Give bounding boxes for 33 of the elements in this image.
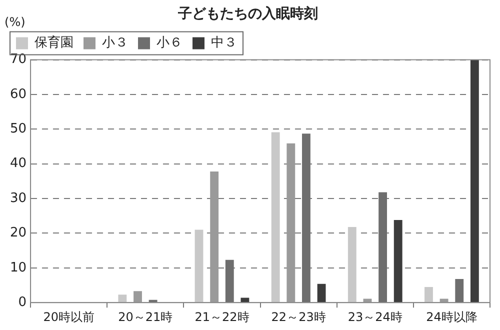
x-tick-label: 24時以降 [426, 310, 478, 324]
x-tick-label: 22～23時 [271, 310, 326, 324]
y-axis-title: (%) [4, 14, 26, 29]
bar [286, 143, 296, 302]
x-tick-label: 21～22時 [194, 310, 250, 324]
legend-label: 小３ [102, 36, 128, 51]
bar [118, 294, 127, 302]
legend-label: 保育園 [34, 34, 74, 51]
bar [317, 284, 326, 302]
x-tick-label: 20時以前 [43, 310, 94, 324]
legend-label: 小６ [156, 36, 182, 51]
y-tick-label: 50 [10, 122, 27, 137]
x-tick-label: 20～21時 [118, 310, 173, 324]
y-tick-label: 10 [10, 260, 27, 276]
bar [394, 220, 402, 302]
bar [271, 132, 280, 302]
y-tick-label: 0 [18, 294, 27, 310]
y-tick-label: 30 [10, 190, 27, 206]
bar [194, 230, 204, 302]
bar [134, 291, 142, 302]
x-tick-label: 23～24時 [348, 310, 402, 324]
bar [210, 171, 219, 302]
y-tick-label: 40 [10, 156, 27, 172]
bar [424, 286, 433, 302]
bar [455, 279, 464, 302]
y-tick-label: 20 [10, 226, 27, 241]
legend-label: 中３ [211, 36, 237, 51]
y-tick-label: 60 [10, 86, 27, 102]
chart-title: 子どもたちの入眠時刻 [177, 5, 318, 22]
bar [348, 226, 356, 302]
bar [240, 298, 250, 302]
bar [440, 298, 448, 302]
bar [470, 60, 479, 302]
